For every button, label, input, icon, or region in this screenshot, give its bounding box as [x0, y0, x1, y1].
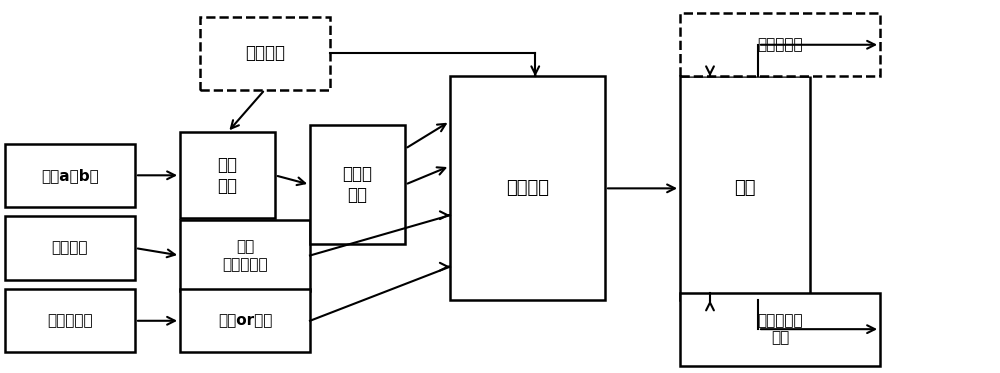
Bar [450, 76, 605, 300]
Bar [680, 293, 880, 366]
Text: 上坡or下坡: 上坡or下坡 [218, 313, 272, 328]
Bar [5, 144, 135, 207]
Bar [680, 76, 810, 300]
Bar [180, 289, 310, 352]
Text: 两侧雷达传
感器: 两侧雷达传 感器 [757, 313, 803, 345]
Text: 坡度传感器: 坡度传感器 [47, 313, 93, 328]
Text: 电子地图: 电子地图 [245, 44, 285, 62]
Text: 车辆: 车辆 [734, 179, 756, 197]
Bar [180, 220, 310, 291]
Bar [5, 289, 135, 352]
Text: 路径跟踪: 路径跟踪 [52, 241, 88, 256]
Text: 定位模型: 定位模型 [506, 179, 549, 197]
Bar [680, 13, 880, 76]
Text: 雷达a、b值: 雷达a、b值 [41, 168, 99, 183]
Bar [310, 125, 405, 244]
Text: 车速
方向盘转角: 车速 方向盘转角 [222, 239, 268, 272]
Text: 气压传感器: 气压传感器 [757, 37, 803, 52]
Bar [5, 216, 135, 280]
Text: 三维坐
标系: 三维坐 标系 [342, 165, 372, 204]
Text: 定位
基点: 定位 基点 [217, 156, 238, 195]
Bar [200, 17, 330, 90]
Bar [180, 132, 275, 218]
